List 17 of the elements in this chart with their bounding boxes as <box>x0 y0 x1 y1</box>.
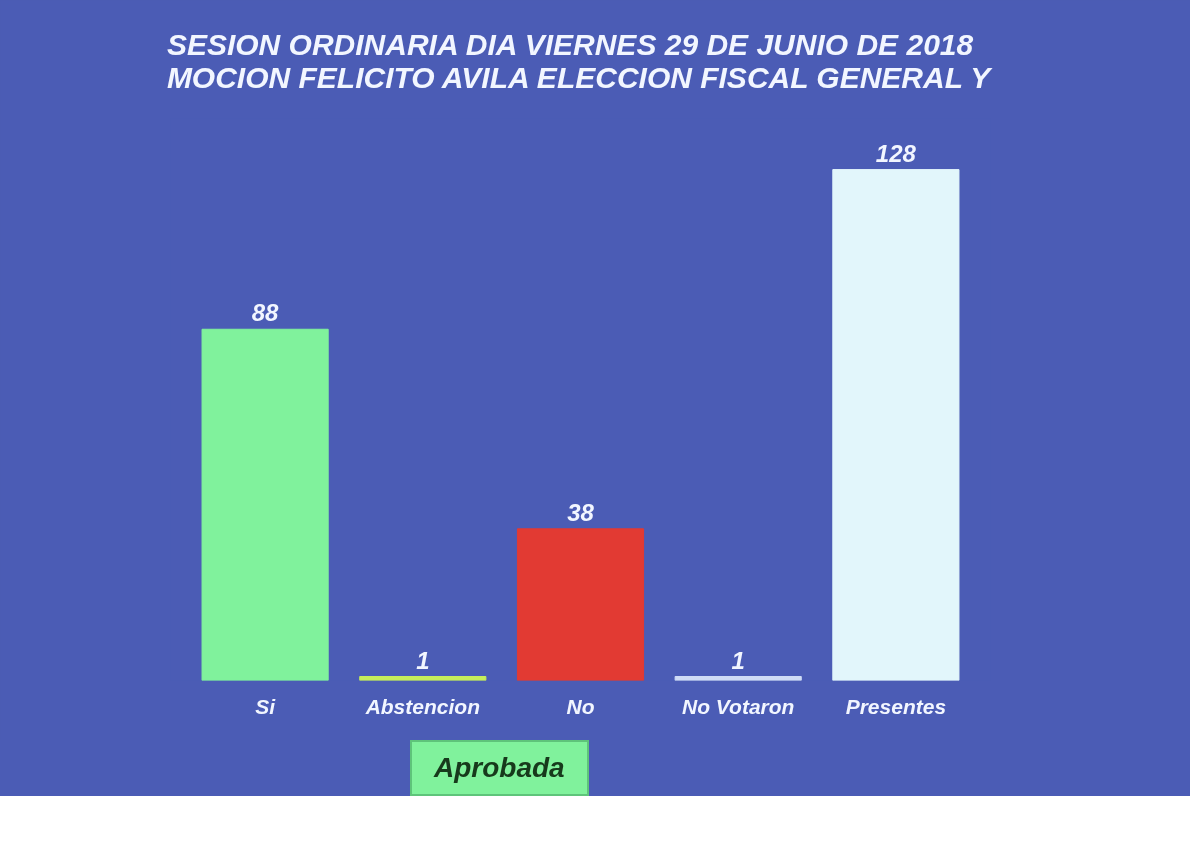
data-label: 1 <box>416 646 430 674</box>
text: Aprobada <box>434 751 565 785</box>
data-label: 88 <box>251 299 280 327</box>
bar <box>674 676 802 681</box>
data-label: 1 <box>731 646 745 674</box>
bar <box>832 169 960 681</box>
data-label: 128 <box>875 139 917 167</box>
x-tick-label: Si <box>255 694 277 718</box>
x-tick-label: No <box>566 694 595 718</box>
bar <box>359 676 487 681</box>
x-tick-label: Abstencion <box>364 694 480 718</box>
bar <box>516 528 645 681</box>
bar <box>201 328 329 681</box>
chart-title: SESION ORDINARIA DIA VIERNES 29 DE JUNIO DE 2018 MOCION FELICITO AVILA ELECCION FISCAL GENERAL Y <box>166 27 994 94</box>
data-label: 38 <box>567 498 595 526</box>
x-tick-label: No Votaron <box>682 694 795 718</box>
x-tick-label: Presentes <box>845 694 947 718</box>
